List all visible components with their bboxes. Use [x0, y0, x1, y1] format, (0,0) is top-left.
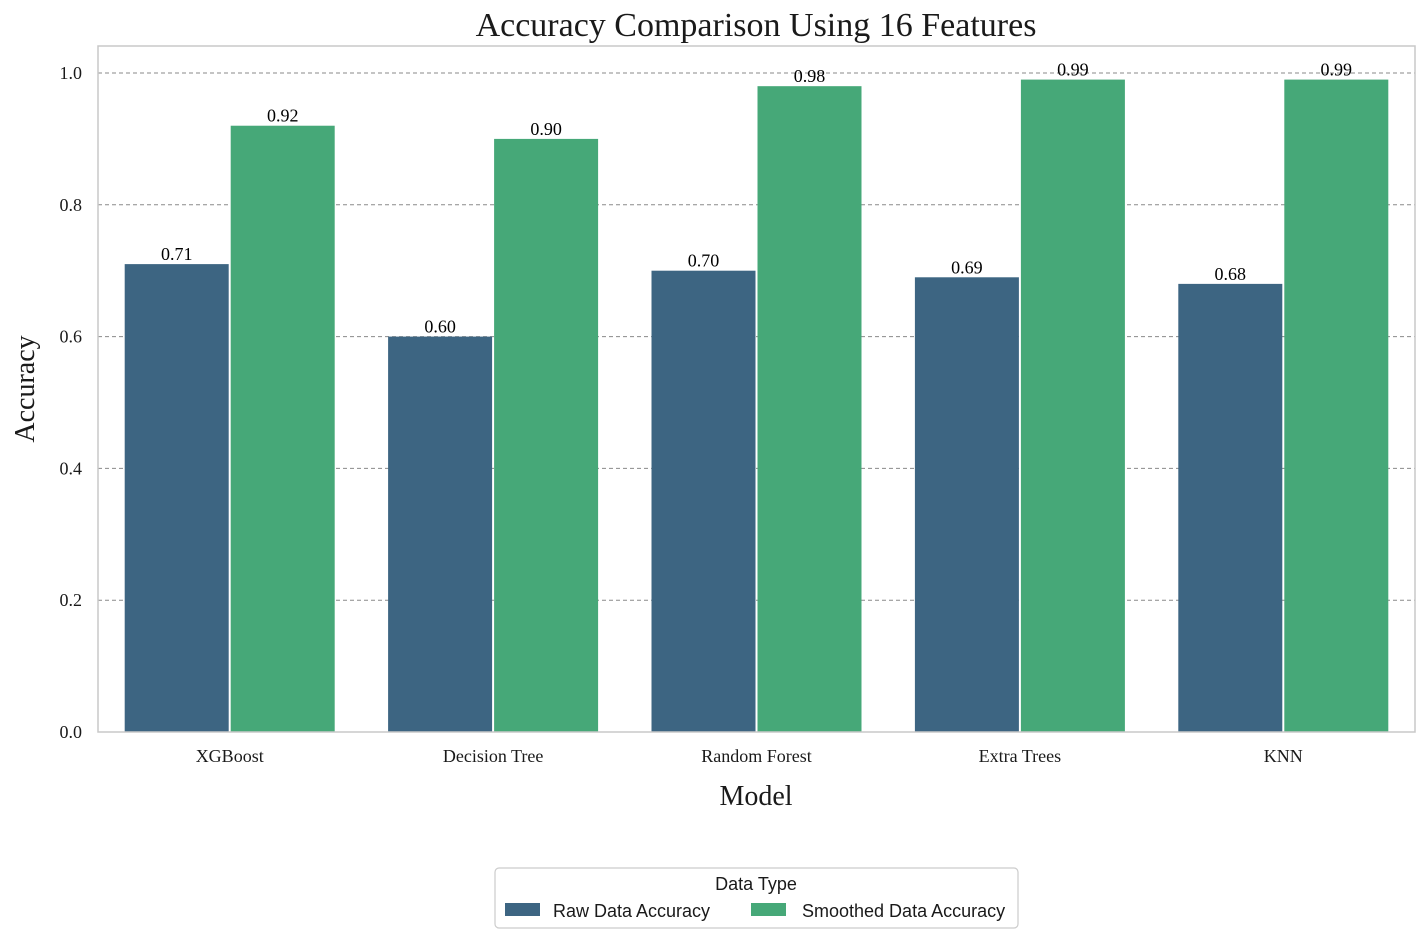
- data-label: 0.71: [161, 244, 193, 264]
- legend-label-raw: Raw Data Accuracy: [553, 901, 710, 921]
- y-axis-label: Accuracy: [10, 335, 41, 442]
- data-label: 0.69: [951, 257, 983, 277]
- legend-frame: [494, 867, 1019, 929]
- y-axis-ticks: 0.0 0.2 0.4 0.6 0.8 1.0: [60, 63, 83, 742]
- x-tick-label: Extra Trees: [979, 746, 1062, 766]
- bar-smoothed: [1284, 79, 1389, 733]
- y-tick-label: 1.0: [60, 63, 83, 83]
- bar-raw: [1178, 283, 1283, 732]
- data-label: 0.98: [794, 66, 826, 86]
- bar-raw: [651, 270, 756, 732]
- bar-smoothed: [230, 125, 335, 733]
- bar-raw: [388, 336, 493, 732]
- bar-raw: [124, 264, 229, 732]
- legend-swatch-smoothed: [751, 903, 786, 916]
- chart-title: Accuracy Comparison Using 16 Features: [476, 7, 1037, 44]
- x-axis-label: Model: [719, 781, 792, 812]
- data-label: 0.92: [267, 106, 299, 126]
- bar-smoothed: [494, 138, 599, 732]
- y-tick-label: 0.8: [60, 195, 83, 215]
- data-label: 0.60: [424, 317, 456, 337]
- legend-label-smoothed: Smoothed Data Accuracy: [802, 901, 1005, 921]
- plot-frame: [97, 45, 1416, 733]
- data-label: 0.99: [1321, 60, 1353, 80]
- x-tick-label: XGBoost: [196, 746, 264, 766]
- bars: 0.71 0.92 0.60 0.90 0.70 0.98 0.69 0.99 0.68 0.99: [124, 60, 1389, 733]
- x-tick-label: Random Forest: [701, 746, 812, 766]
- x-axis-ticks: XGBoost Decision Tree Random Forest Extra T…: [196, 746, 1303, 766]
- legend-title: Data Type: [715, 874, 797, 894]
- x-tick-label: KNN: [1264, 746, 1303, 766]
- legend: Data Type Raw Data Accuracy Smoothed Dat…: [494, 867, 1019, 929]
- bar-smoothed: [757, 86, 862, 733]
- y-tick-label: 0.4: [60, 458, 83, 478]
- data-label: 0.90: [530, 119, 562, 139]
- data-label: 0.68: [1215, 264, 1247, 284]
- bar-smoothed: [1020, 79, 1125, 733]
- y-tick-label: 0.2: [60, 590, 83, 610]
- data-label: 0.70: [688, 251, 720, 271]
- y-tick-label: 0.6: [60, 327, 83, 347]
- x-tick-label: Decision Tree: [443, 746, 544, 766]
- legend-swatch-raw: [505, 903, 540, 916]
- bar-raw: [914, 277, 1019, 732]
- y-tick-label: 0.0: [60, 722, 83, 742]
- data-label: 0.99: [1057, 60, 1089, 80]
